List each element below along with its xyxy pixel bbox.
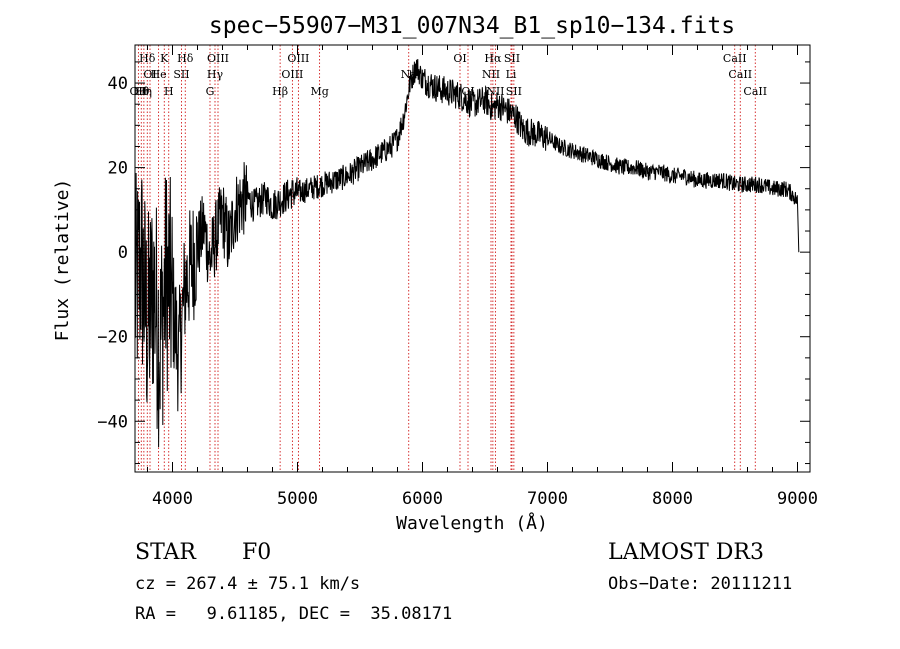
line-marker-label: Hγ [207, 68, 224, 81]
line-marker-label: Hδ [139, 52, 156, 65]
line-marker-label: NII [482, 68, 500, 81]
x-axis-ticks: 4000 5000 6000 7000 8000 9000 [147, 45, 818, 509]
x-tick-label: 5000 [277, 489, 318, 509]
line-marker-label: SII [173, 68, 189, 81]
line-marker-label: H [164, 85, 174, 98]
x-tick-label: 9000 [777, 489, 818, 509]
line-marker-label: OI [143, 68, 156, 81]
line-marker-label: G [206, 85, 215, 98]
line-marker-label: Mg [310, 85, 328, 98]
y-axis-ticks: −40 −20 0 20 40 [97, 61, 810, 465]
line-marker-label: OIII [281, 68, 303, 81]
obs-date-text: Obs−Date: 20111211 [608, 574, 793, 594]
line-marker-label: Li [506, 68, 517, 81]
subclass-label: F0 [242, 540, 272, 565]
line-marker-label: Hθ [133, 85, 150, 98]
line-marker-label: Hδ [177, 52, 194, 65]
line-marker-label: K [160, 52, 169, 65]
line-marker-label: SII [504, 52, 520, 65]
y-tick-label: −20 [97, 328, 128, 348]
y-tick-label: 40 [108, 74, 128, 94]
line-marker-label: CaII [743, 85, 767, 98]
y-tick-label: 20 [108, 159, 128, 179]
line-marker-label: CaII [728, 68, 752, 81]
redshift-text: cz = 267.4 ± 75.1 km/s [135, 574, 361, 594]
line-marker-labels: OIIHθHηHδOIHeKHSIIHδGHγOIIIHβOIIIOIIIMgN… [130, 52, 768, 98]
line-marker-label: He [151, 68, 167, 81]
line-marker-label: OI [453, 52, 466, 65]
line-markers [137, 45, 756, 472]
y-tick-label: 0 [118, 243, 128, 263]
y-tick-label: −40 [97, 412, 128, 432]
line-marker-label: OIII [287, 52, 309, 65]
line-marker-label: Hα [484, 52, 502, 65]
line-marker-label: SII [506, 85, 522, 98]
line-marker-label: Hη [136, 85, 152, 98]
line-marker-label: OIII [207, 52, 229, 65]
survey-label: LAMOST DR3 [608, 540, 764, 565]
y-axis-label: Flux (relative) [52, 179, 73, 342]
x-tick-label: 7000 [527, 489, 568, 509]
x-tick-label: 6000 [402, 489, 443, 509]
line-marker-label: NII [486, 85, 504, 98]
classification-label: STAR [135, 540, 196, 565]
x-tick-label: 8000 [652, 489, 693, 509]
line-marker-label: OII [130, 85, 148, 98]
x-axis-label: Wavelength (Å) [396, 512, 548, 534]
x-tick-label: 4000 [152, 489, 193, 509]
spectrum-line [134, 59, 800, 448]
line-marker-label: CaII [723, 52, 747, 65]
line-marker-label: Hβ [272, 85, 288, 98]
coordinates-text: RA = 9.61185, DEC = 35.08171 [135, 604, 453, 624]
plot-frame [134, 44, 811, 473]
chart-title: spec−55907−M31_007N34_B1_sp10−134.fits [209, 13, 735, 39]
